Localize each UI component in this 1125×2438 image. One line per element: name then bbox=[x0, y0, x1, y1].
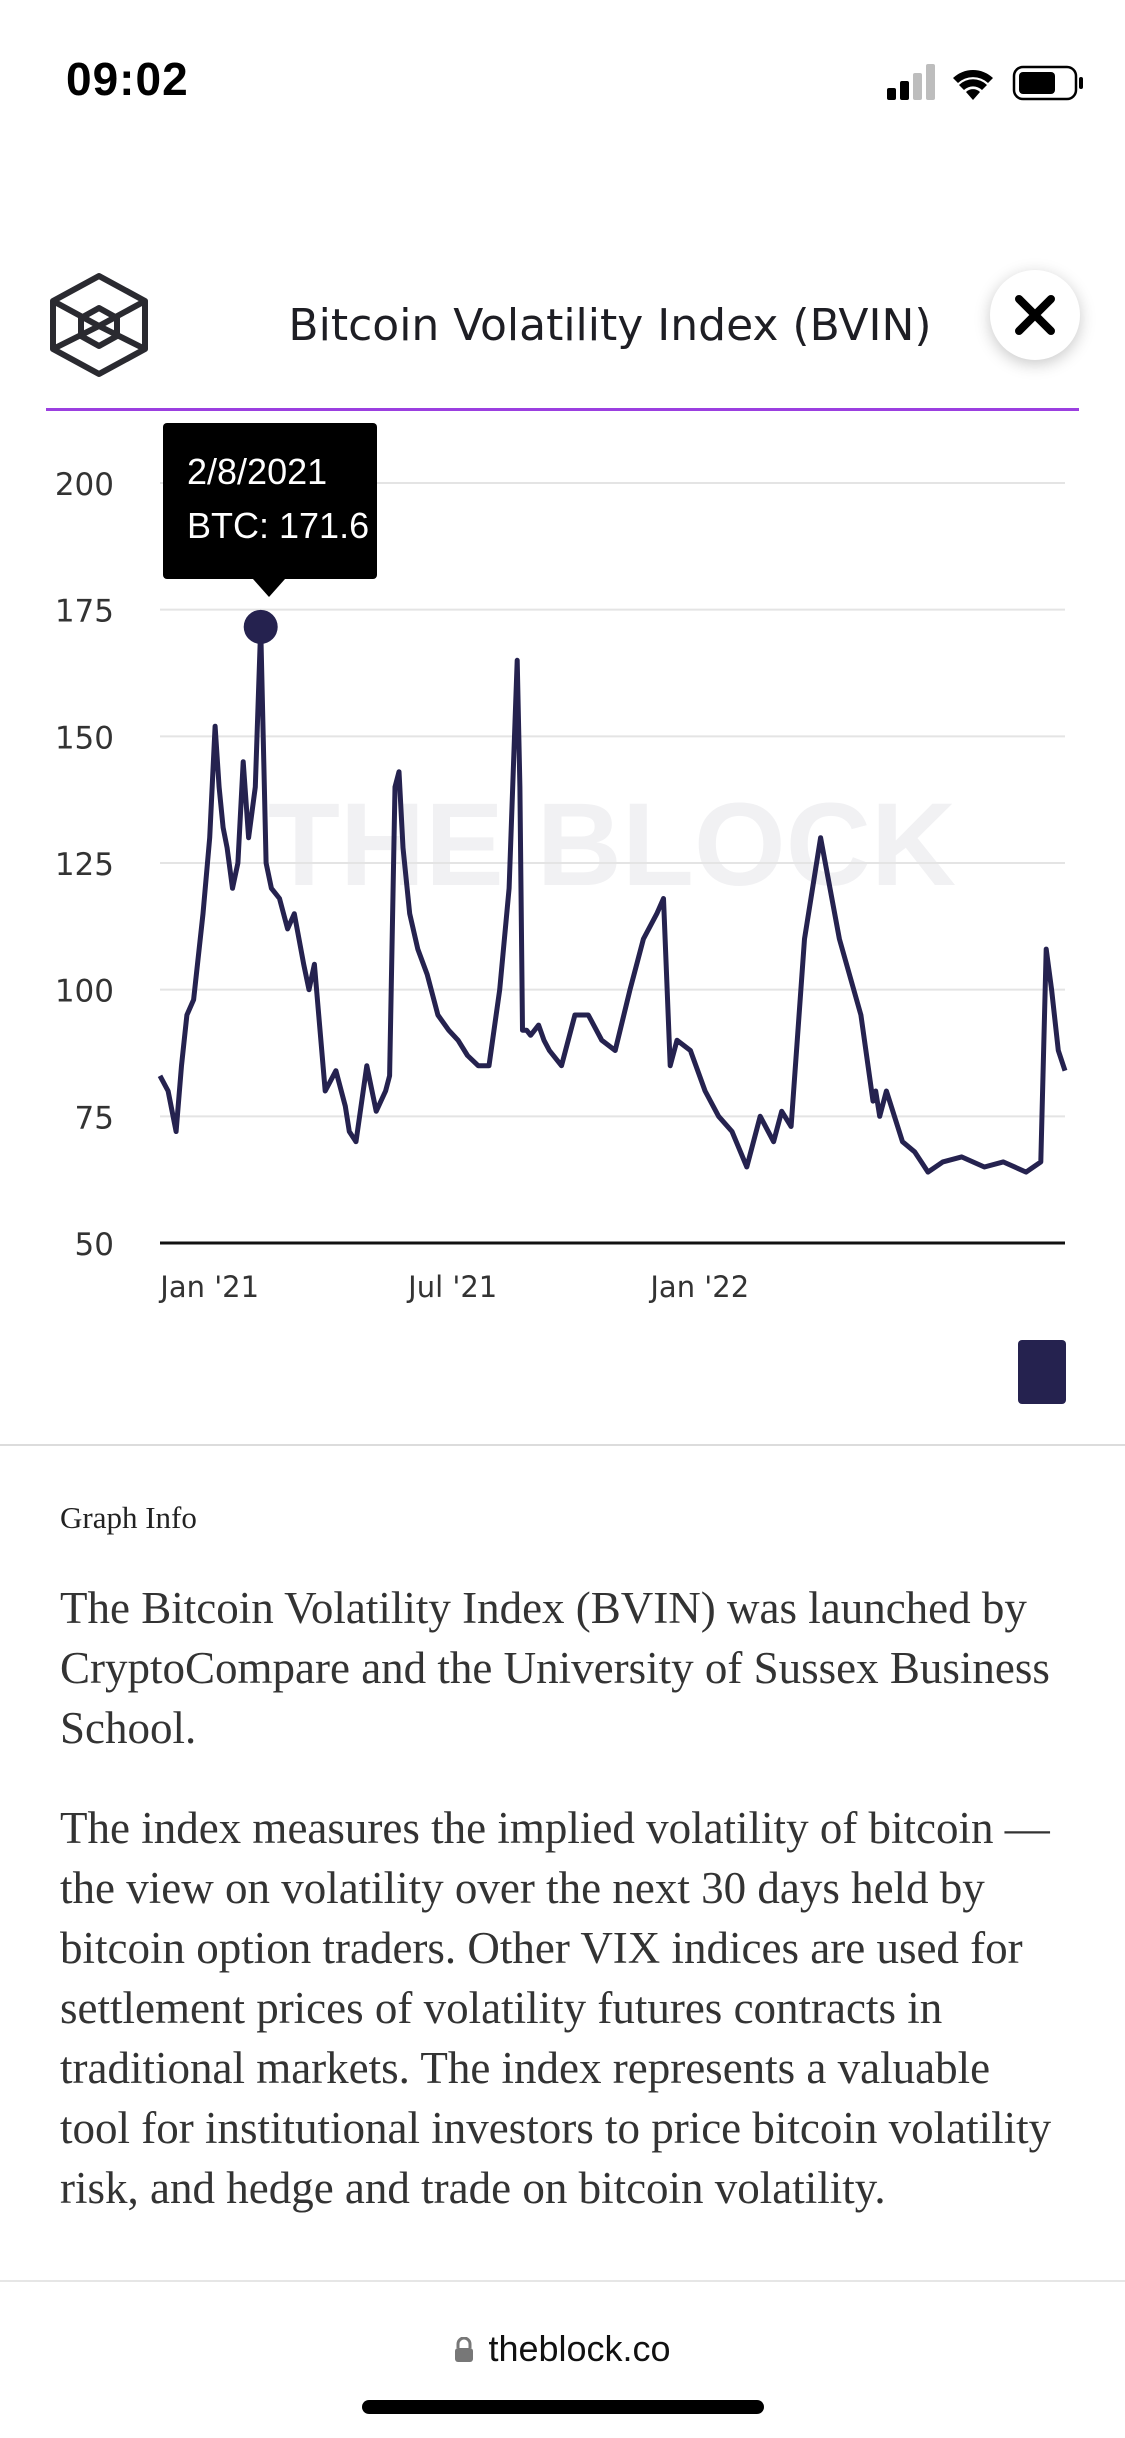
page-title: Bitcoin Volatility Index (BVIN) bbox=[288, 300, 932, 351]
legend-swatch[interactable] bbox=[1018, 1340, 1066, 1404]
status-icons bbox=[887, 60, 1087, 106]
series-line-btc bbox=[157, 624, 1068, 1175]
home-indicator[interactable] bbox=[362, 2400, 764, 2414]
battery-icon bbox=[1012, 65, 1083, 101]
url-bar[interactable]: theblock.co bbox=[0, 2328, 1125, 2372]
y-tick-label: 125 bbox=[55, 847, 114, 883]
tooltip-date: 2/8/2021 bbox=[187, 451, 328, 492]
chart-tooltip: 2/8/2021 BTC: 171.6 bbox=[163, 423, 377, 579]
lock-icon bbox=[454, 2330, 474, 2372]
graph-info-paragraph: The index measures the implied volatilit… bbox=[60, 1803, 1052, 2213]
volatility-chart[interactable]: THE BLOCK 50 75 100 125 150 175 200 Jan '21 Jul '… bbox=[0, 415, 1125, 1355]
url-text: theblock.co bbox=[488, 2328, 671, 2369]
chart-header: Bitcoin Volatility Index (BVIN) bbox=[0, 250, 1125, 410]
y-tick-label: 100 bbox=[55, 974, 114, 1010]
cellular-signal-icon bbox=[887, 64, 935, 100]
watermark-text: THE BLOCK bbox=[268, 779, 956, 911]
the-block-cube-logo bbox=[44, 270, 154, 385]
wifi-icon bbox=[953, 70, 993, 100]
status-time: 09:02 bbox=[66, 53, 189, 105]
y-tick-label: 150 bbox=[55, 720, 114, 756]
tooltip-arrow bbox=[253, 579, 285, 597]
status-bar: 09:02 bbox=[0, 0, 1125, 160]
x-tick-label: Jul '21 bbox=[406, 1270, 497, 1304]
chart-svg: THE BLOCK 50 75 100 125 150 175 200 Jan '21 Jul '… bbox=[55, 467, 1068, 1304]
y-tick-label: 50 bbox=[75, 1227, 114, 1263]
header-rule bbox=[46, 408, 1079, 411]
close-icon bbox=[1015, 295, 1055, 335]
y-tick-label: 200 bbox=[55, 467, 114, 503]
y-tick-label: 75 bbox=[75, 1100, 114, 1136]
x-tick-label: Jan '21 bbox=[158, 1270, 259, 1304]
close-button[interactable] bbox=[990, 270, 1080, 360]
browser-bottom-bar: theblock.co bbox=[0, 2280, 1125, 2438]
graph-info: Graph Info The Bitcoin Volatility Index … bbox=[60, 1500, 1070, 2258]
graph-info-heading: Graph Info bbox=[60, 1500, 197, 1535]
y-tick-label: 175 bbox=[55, 594, 114, 630]
x-tick-label: Jan '22 bbox=[648, 1270, 749, 1304]
section-divider bbox=[0, 1444, 1125, 1446]
highlight-point bbox=[243, 609, 278, 644]
graph-info-paragraph: The Bitcoin Volatility Index (BVIN) was … bbox=[60, 1583, 1050, 1753]
tooltip-value: BTC: 171.6 bbox=[187, 505, 370, 546]
